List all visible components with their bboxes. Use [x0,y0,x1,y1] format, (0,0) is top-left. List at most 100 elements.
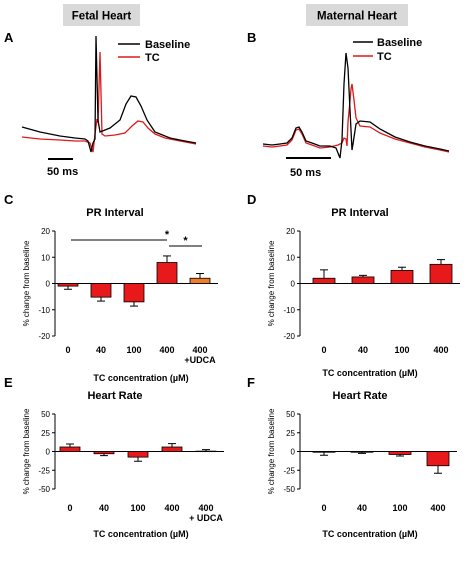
legend-tc-label: TC [145,52,160,64]
chart-f-bar [426,451,450,467]
chart-c-y-tick-label: -20 [38,332,50,341]
maternal-trace-legend: Baseline TC [353,37,422,63]
maternal-trace-baseline [262,52,450,159]
chart-d-y-tick-label: 0 [291,280,296,289]
chart-e-category-label: 40 [99,503,109,513]
chart-e-y-tick-label: 0 [46,448,51,457]
chart-f-heart-rate-maternal: Heart Rate -50 -25 0 25 50 % change from basel… [267,390,457,539]
chart-c-y-tick-label: 0 [46,280,51,289]
panel-label-d: D [247,192,256,207]
chart-d-bar [429,263,453,284]
chart-f-title: Heart Rate [332,390,387,402]
chart-c-y-tick-label: -10 [38,306,50,315]
chart-e-y-tick-label: -50 [38,485,50,494]
chart-c-significance-star: * [183,235,188,247]
chart-e-bar [127,451,149,458]
chart-e-category-label: 0 [67,503,72,513]
chart-f-y-tick-label: 50 [286,410,295,419]
maternal-trace-tc [262,83,450,153]
chart-d-category-label: 100 [394,345,409,355]
chart-e-y-label: % change from baseline [22,408,31,494]
chart-d-y-tick-label: -20 [283,332,295,341]
panel-label-f: F [247,375,255,390]
chart-d-bar [351,276,375,284]
chart-f-y-tick-label: 0 [291,448,296,457]
chart-c-category-label: 400 [159,345,174,355]
chart-d-y-tick-label: 10 [286,253,295,262]
chart-f-bar [312,451,336,453]
chart-c-y-tick-label: 20 [41,227,50,236]
chart-c-bar [189,277,211,284]
chart-e-bar [161,446,183,452]
fetal-header: Fetal Heart [72,11,132,23]
chart-e-category-label: 400 [164,503,179,513]
chart-f-y-label: % change from baseline [267,408,276,494]
fetal-ecg-traces [21,35,197,153]
chart-f-category-label: 400 [430,503,445,513]
chart-c-pr-interval-fetal: PR Interval -20 -10 0 10 20 % change from base… [22,207,218,383]
chart-e-bar [195,450,217,453]
chart-f-category-label: 40 [357,503,367,513]
chart-f-bar [388,451,412,455]
legend-baseline-label: Baseline [145,39,190,51]
maternal-header-box [306,4,408,26]
chart-c-bar [90,283,112,298]
fetal-trace-baseline [21,35,197,153]
chart-d-y-label: % change from baseline [267,240,276,326]
fetal-header-box [63,4,140,26]
chart-e-category-label: 100 [130,503,145,513]
chart-f-x-label: TC concentration (µM) [322,529,417,539]
chart-f-bar [350,451,374,453]
chart-c-title: PR Interval [86,207,143,219]
chart-d-bar [390,269,414,284]
panel-label-c: C [4,192,14,207]
chart-d-y-tick-label: -10 [283,306,295,315]
chart-d-category-label: 400 [433,345,448,355]
chart-e-bar [59,446,81,452]
chart-d-category-label: 0 [321,345,326,355]
panel-label-a: A [4,30,14,45]
chart-c-bar [123,283,145,303]
panel-label-e: E [4,375,13,390]
legend-tc-label-b: TC [377,51,392,63]
chart-d-bar [312,277,336,284]
chart-d-x-label: TC concentration (µM) [322,368,417,378]
chart-e-bar [93,451,115,455]
maternal-scale-label: 50 ms [290,167,321,179]
chart-c-significance-star: * [165,229,170,241]
chart-e-y-tick-label: -25 [38,466,50,475]
chart-d-y-tick-label: 20 [286,227,295,236]
chart-e-y-tick-label: 50 [41,410,50,419]
fetal-scale-label: 50 ms [47,166,78,178]
chart-c-y-tick-label: 10 [41,253,50,262]
chart-c-category-label: 400 [192,345,207,355]
chart-e-category-label: 400 [198,503,213,513]
fetal-trace-tc [21,51,197,153]
chart-e-category-label: + UDCA [189,513,223,523]
chart-e-x-label: TC concentration (µM) [93,529,188,539]
chart-d-title: PR Interval [331,207,388,219]
chart-d-pr-interval-maternal: PR Interval -20 -10 0 10 20 % change from base… [267,207,460,378]
maternal-ecg-traces [262,52,450,159]
chart-c-category-label: 40 [96,345,106,355]
chart-c-bar [156,262,178,284]
chart-f-y-tick-label: -50 [283,485,295,494]
legend-baseline-label-b: Baseline [377,37,422,49]
chart-e-title: Heart Rate [87,390,142,402]
chart-e-y-tick-label: 25 [41,429,50,438]
chart-f-y-tick-label: -25 [283,466,295,475]
chart-c-category-label: 100 [126,345,141,355]
chart-f-category-label: 0 [321,503,326,513]
chart-c-y-label: % change from baseline [22,240,31,326]
chart-c-category-label: 0 [65,345,70,355]
chart-c-bar [57,283,79,287]
chart-f-y-tick-label: 25 [286,429,295,438]
fetal-trace-legend: Baseline TC [118,39,190,64]
chart-c-category-label: +UDCA [184,355,216,365]
chart-f-category-label: 100 [392,503,407,513]
chart-d-category-label: 40 [358,345,368,355]
panel-label-b: B [247,30,256,45]
maternal-header: Maternal Heart [317,11,397,23]
chart-c-x-label: TC concentration (µM) [93,373,188,383]
